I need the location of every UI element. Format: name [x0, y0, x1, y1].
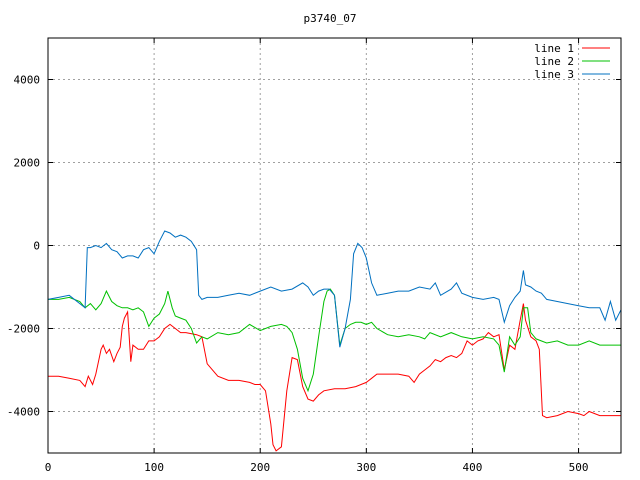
- y-tick-label: -4000: [7, 406, 40, 419]
- series-line-2: [48, 288, 621, 393]
- y-tick-label: 4000: [14, 74, 41, 87]
- x-tick-label: 200: [250, 461, 270, 474]
- x-tick-label: 300: [356, 461, 376, 474]
- chart-title: p3740_07: [304, 12, 357, 25]
- y-tick-label: 0: [33, 240, 40, 253]
- y-tick-label: 2000: [14, 157, 41, 170]
- legend-label-3: line 3: [534, 68, 574, 81]
- legend-label-2: line 2: [534, 55, 574, 68]
- x-tick-label: 0: [45, 461, 52, 474]
- series-line-3: [47, 230, 622, 348]
- legend-label-1: line 1: [534, 42, 574, 55]
- x-tick-label: 400: [463, 461, 483, 474]
- x-tick-label: 500: [569, 461, 589, 474]
- x-tick-label: 100: [144, 461, 164, 474]
- grid: [48, 38, 621, 453]
- y-tick-label: -2000: [7, 323, 40, 336]
- plot-series: [47, 230, 622, 452]
- axis-ticks: 0 100 200 300 400 500 -4000 -2000 0 2000 4000: [7, 38, 621, 474]
- series-line-1: [48, 303, 621, 452]
